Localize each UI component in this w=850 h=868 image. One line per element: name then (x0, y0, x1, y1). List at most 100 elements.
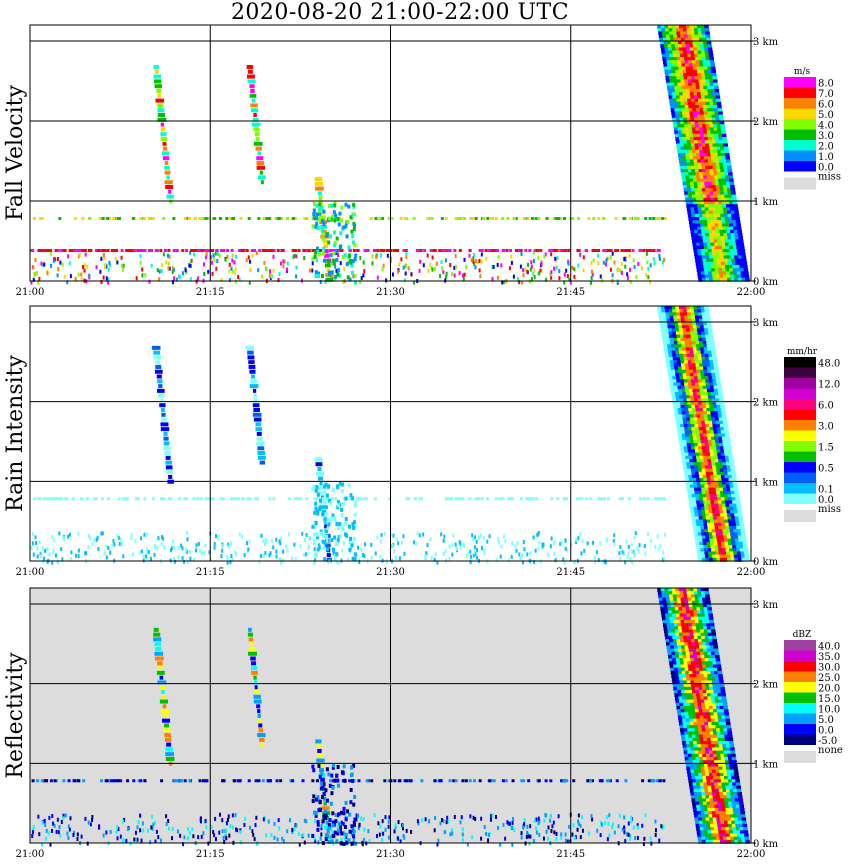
data-cell (532, 259, 535, 264)
data-cell (680, 337, 686, 342)
data-cell (665, 50, 670, 55)
data-cell (712, 487, 717, 492)
data-cell (324, 253, 330, 258)
data-cell (674, 325, 680, 330)
data-cell (717, 172, 722, 177)
data-cell (718, 114, 724, 119)
data-cell (689, 159, 695, 164)
data-cell (580, 551, 583, 556)
data-cell (721, 500, 726, 505)
data-cell (165, 260, 168, 265)
data-cell (739, 522, 745, 527)
data-cell (534, 217, 538, 220)
data-cell (607, 779, 611, 783)
data-cell (314, 797, 318, 802)
data-cell (695, 172, 701, 177)
data-cell (728, 519, 733, 524)
data-cell (318, 202, 322, 207)
data-cell (672, 121, 678, 125)
colorbar-unit: mm/hr (787, 347, 818, 357)
data-cell (343, 825, 347, 830)
data-cell (453, 249, 457, 252)
data-cell (728, 172, 733, 177)
data-cell (663, 41, 669, 45)
data-cell (710, 455, 716, 460)
data-cell (130, 532, 133, 537)
data-cell (173, 276, 176, 281)
data-cell (75, 553, 78, 558)
data-cell (707, 201, 713, 205)
data-cell (716, 165, 721, 170)
data-cell (723, 427, 729, 432)
data-cell (700, 249, 706, 253)
data-cell (660, 588, 666, 592)
data-cell (687, 471, 693, 476)
data-cell (680, 57, 686, 61)
data-cell (248, 539, 251, 544)
data-cell (649, 538, 652, 543)
y-tick-label: 0 km (753, 277, 779, 288)
data-cell (336, 778, 340, 783)
data-cell (688, 363, 693, 368)
data-cell (713, 385, 719, 390)
data-cell (564, 832, 567, 837)
data-cell (100, 497, 104, 501)
data-cell (49, 842, 52, 847)
data-cell (134, 497, 138, 501)
data-cell (729, 551, 735, 556)
data-cell (704, 398, 710, 403)
data-cell (707, 92, 713, 97)
data-cell (715, 226, 720, 231)
data-cell (227, 545, 230, 550)
data-cell (713, 452, 719, 457)
data-cell (661, 260, 664, 265)
data-cell (714, 242, 719, 247)
data-cell (684, 360, 689, 365)
data-cell (316, 547, 320, 552)
data-cell (709, 127, 715, 132)
data-cell (712, 185, 717, 189)
data-cell (738, 538, 744, 543)
data-cell (730, 210, 736, 215)
data-cell (694, 124, 700, 129)
data-cell (686, 69, 691, 74)
data-cell (230, 497, 234, 501)
data-cell (684, 101, 689, 106)
data-cell (707, 204, 713, 209)
data-cell (447, 497, 451, 501)
data-cell (646, 249, 650, 252)
data-cell (591, 817, 594, 822)
data-cell (709, 213, 715, 218)
data-cell (700, 350, 706, 355)
data-cell (660, 306, 666, 310)
data-cell (405, 264, 408, 269)
data-cell (683, 353, 688, 358)
data-cell (402, 265, 405, 270)
colorbar-swatch (784, 161, 816, 172)
data-cell (163, 545, 166, 550)
data-cell (405, 828, 408, 833)
data-cell (679, 309, 685, 314)
data-cell (687, 404, 693, 409)
data-cell (311, 524, 315, 529)
data-cell (179, 833, 182, 838)
data-cell (700, 462, 706, 467)
data-cell (565, 268, 568, 273)
data-cell (708, 334, 714, 339)
data-cell (623, 825, 626, 830)
data-cell (217, 251, 220, 256)
data-cell (701, 443, 706, 448)
data-cell (434, 816, 437, 821)
data-cell (710, 545, 716, 550)
data-cell (259, 460, 266, 465)
data-cell (681, 341, 686, 346)
data-cell (683, 143, 689, 148)
data-cell (527, 497, 531, 501)
data-cell (522, 273, 525, 278)
data-cell (326, 497, 330, 501)
data-cell (165, 752, 174, 757)
data-cell (695, 430, 701, 435)
colorbar-swatch (784, 140, 816, 151)
data-cell (691, 194, 697, 199)
data-cell (712, 188, 718, 193)
